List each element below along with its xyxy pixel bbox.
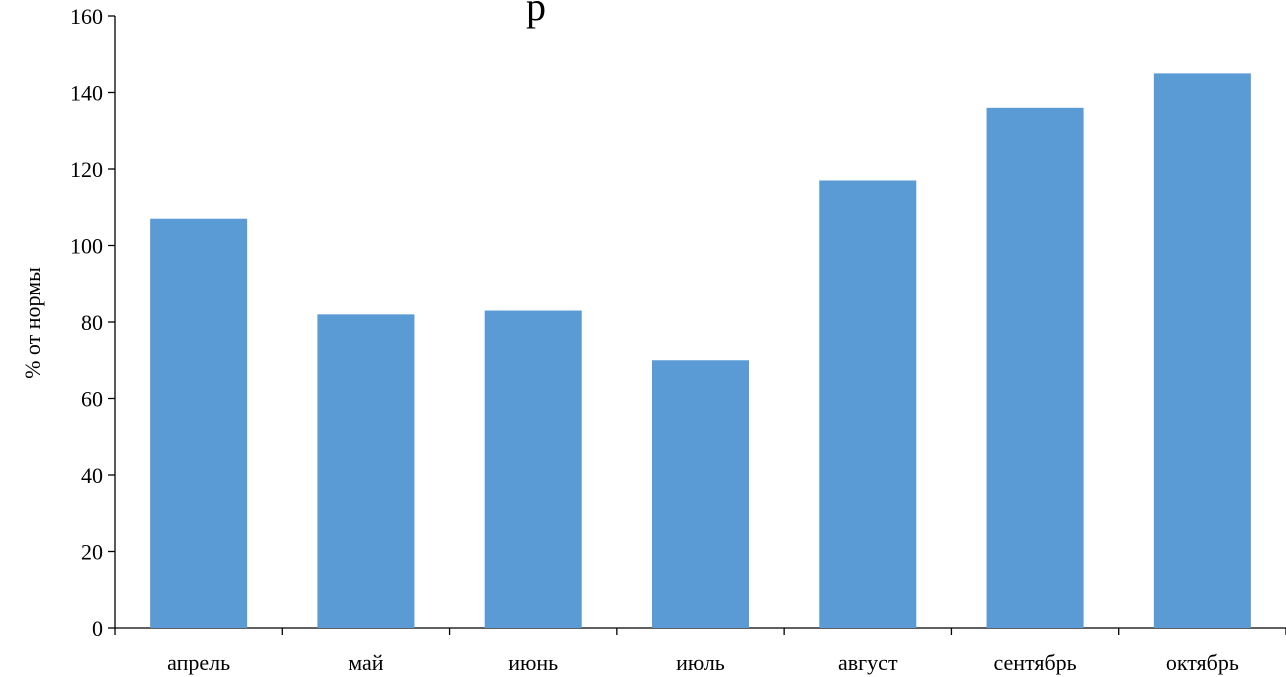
x-tick-label: апрель (167, 650, 230, 675)
y-tick-label: 60 (81, 387, 103, 412)
y-tick-label: 140 (70, 81, 103, 106)
bar-сентябрь (986, 107, 1084, 629)
x-tick-label: сентябрь (993, 650, 1076, 675)
bars-group (150, 73, 1251, 629)
bar-май (317, 314, 415, 628)
y-axis (108, 15, 116, 629)
y-tick-labels: 0 20 40 60 80 100 120 140 160 (70, 4, 103, 641)
y-tick-label: 20 (81, 540, 103, 565)
bar-август (819, 180, 917, 628)
bar-июль (651, 360, 750, 628)
x-axis (114, 627, 1286, 635)
bar-октябрь (1153, 73, 1251, 628)
x-tick-labels: апрель май июнь июль август сентябрь октябрь (167, 650, 1239, 675)
bar-июнь (484, 310, 582, 628)
chart-title: р (526, 0, 546, 29)
y-tick-label: 80 (81, 310, 103, 335)
y-tick-label: 160 (70, 4, 103, 29)
x-tick-label: июль (676, 650, 725, 675)
bar-апрель (150, 218, 248, 628)
y-tick-label: 40 (81, 463, 103, 488)
y-tick-label: 100 (70, 234, 103, 259)
y-axis-title: % от нормы (20, 267, 45, 379)
x-tick-label: октябрь (1166, 650, 1239, 675)
x-tick-label: июнь (508, 650, 558, 675)
y-tick-label: 0 (92, 616, 103, 641)
x-tick-label: август (838, 650, 898, 675)
y-tick-label: 120 (70, 157, 103, 182)
x-tick-label: май (348, 650, 384, 675)
